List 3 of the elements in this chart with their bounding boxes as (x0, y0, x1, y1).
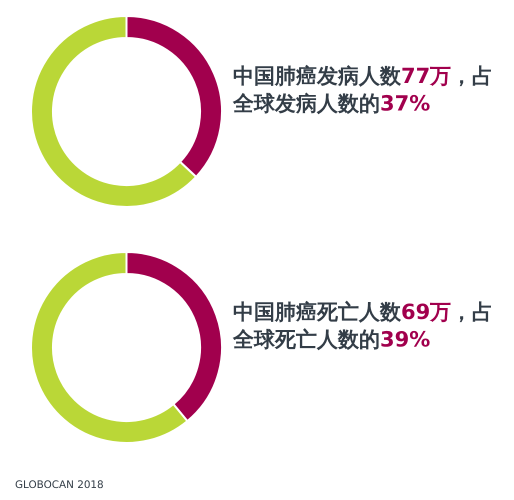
text: 中国肺癌发病人数77万，占全球发病人数的37% (233, 64, 494, 116)
text: GLOBOCAN 2018 (15, 479, 104, 491)
text: 中国肺癌死亡人数69万，占全球死亡人数的39% (233, 300, 494, 352)
